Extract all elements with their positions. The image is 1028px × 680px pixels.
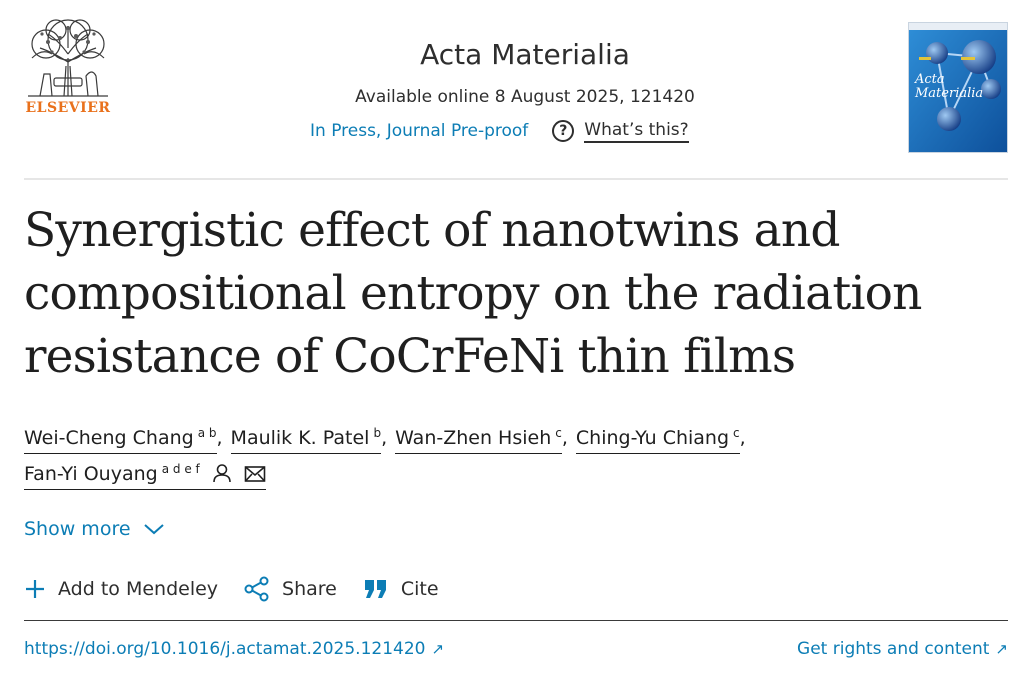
- author-affiliations: b: [373, 426, 382, 440]
- share-icon: [244, 576, 269, 602]
- show-more-button[interactable]: Show more: [24, 518, 165, 540]
- author-link[interactable]: Wan-Zhen Hsieh c: [395, 420, 562, 454]
- share-button[interactable]: Share: [244, 576, 337, 602]
- author-separator: ,: [216, 427, 223, 449]
- author-name: Maulik K. Patel: [230, 427, 370, 449]
- envelope-icon: [244, 466, 266, 482]
- article-status-row: In Press, Journal Pre-proof ? What’s thi…: [310, 118, 689, 144]
- author-link[interactable]: Wei-Cheng Chang a b: [24, 420, 217, 454]
- article-actions: Add to Mendeley Share Cite: [24, 576, 465, 602]
- plus-icon: [26, 580, 44, 598]
- cite-button[interactable]: Cite: [363, 578, 439, 600]
- share-label: Share: [282, 578, 337, 600]
- author-list: Wei-Cheng Chang a b , Maulik K. Patel b , …: [24, 420, 1004, 492]
- question-circle-icon[interactable]: ?: [552, 120, 575, 142]
- add-to-mendeley-label: Add to Mendeley: [58, 578, 219, 600]
- author-link[interactable]: Maulik K. Patel b: [230, 420, 382, 454]
- doi-link[interactable]: https://doi.org/10.1016/j.actamat.2025.1…: [24, 639, 444, 659]
- article-title: Synergistic effect of nanotwins and comp…: [24, 203, 922, 384]
- author-separator: ,: [381, 427, 388, 449]
- header-divider: [24, 178, 1008, 180]
- author-name: Wan-Zhen Hsieh: [395, 427, 552, 449]
- doi-label: https://doi.org/10.1016/j.actamat.2025.1…: [24, 639, 426, 659]
- chevron-down-icon: [143, 524, 164, 535]
- rights-and-content-link[interactable]: Get rights and content ↗: [797, 639, 1008, 659]
- actions-divider: [24, 620, 1008, 621]
- author-affiliations: a b: [197, 426, 217, 440]
- author-affiliations: a d e f: [161, 462, 200, 476]
- in-press-link[interactable]: In Press, Journal Pre-proof: [310, 121, 529, 141]
- author-name: Wei-Cheng Chang: [24, 427, 194, 449]
- quote-icon: [364, 580, 386, 598]
- author-link[interactable]: Ching-Yu Chiang c: [575, 420, 740, 454]
- author-separator: ,: [561, 427, 568, 449]
- whats-this-link[interactable]: What’s this?: [584, 120, 689, 143]
- external-link-icon: ↗: [995, 640, 1008, 658]
- publisher-name: ELSEVIER: [25, 100, 111, 116]
- journal-cover[interactable]: Acta Materialia: [908, 22, 1008, 153]
- author-link[interactable]: Fan-Yi Ouyang a d e f: [24, 456, 266, 490]
- rights-label: Get rights and content: [797, 639, 990, 659]
- author-name: Ching-Yu Chiang: [575, 427, 730, 449]
- show-more-label: Show more: [24, 518, 131, 540]
- cite-label: Cite: [400, 578, 439, 600]
- journal-cover-image: [909, 23, 1007, 152]
- external-link-icon: ↗: [431, 640, 445, 658]
- cover-title: Acta Materialia: [915, 72, 984, 101]
- person-icon: [212, 464, 231, 483]
- available-online-date: Available online 8 August 2025, 121420: [355, 87, 695, 107]
- author-name: Fan-Yi Ouyang: [24, 463, 158, 485]
- add-to-mendeley-button[interactable]: Add to Mendeley: [24, 578, 218, 600]
- author-affiliations: c: [555, 426, 562, 440]
- elsevier-tree-icon: [28, 19, 108, 97]
- journal-title[interactable]: Acta Materialia: [420, 38, 630, 71]
- author-separator: ,: [739, 427, 746, 449]
- author-affiliations: c: [733, 426, 740, 440]
- elsevier-logo[interactable]: [22, 18, 114, 120]
